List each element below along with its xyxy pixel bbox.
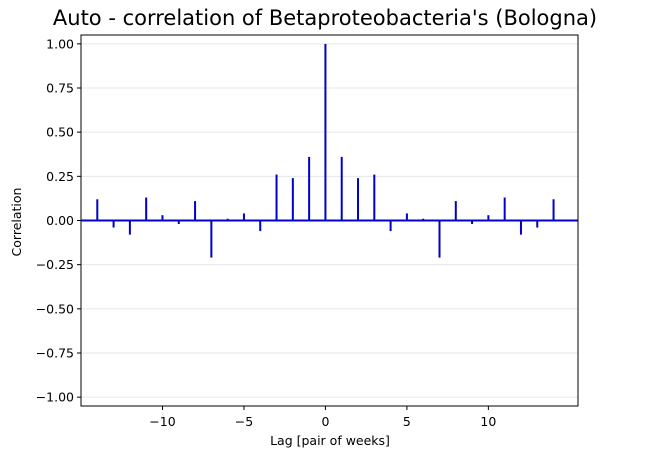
chart-title: Auto - correlation of Betaproteobacteria… xyxy=(52,6,598,30)
y-tick-label: −0.50 xyxy=(36,301,74,316)
tick-labels: 1.00 0.75 0.50 0.25 0.00 −0.25 −0.50 −0.75 −1.00… xyxy=(36,36,497,429)
x-tick-label: 5 xyxy=(403,414,411,429)
y-tick-label: 0.50 xyxy=(46,125,74,140)
grid-lines xyxy=(81,43,578,398)
x-tick-label: −5 xyxy=(235,414,253,429)
y-tick-label: 0.75 xyxy=(46,81,74,96)
x-axis-label: Lag [pair of weeks] xyxy=(270,433,390,448)
x-tick-label: −10 xyxy=(149,414,175,429)
y-tick-label: −1.00 xyxy=(36,390,74,405)
y-tick-label: 0.00 xyxy=(46,213,74,228)
x-tick-label: 0 xyxy=(321,414,329,429)
x-tick-label: 10 xyxy=(480,414,496,429)
y-axis-label: Correlation xyxy=(9,188,24,257)
y-tick-label: −0.75 xyxy=(36,346,74,361)
correlation-bars xyxy=(96,43,555,258)
y-tick-label: −0.25 xyxy=(36,257,74,272)
y-tick-label: 1.00 xyxy=(46,36,74,51)
y-tick-label: 0.25 xyxy=(46,169,74,184)
